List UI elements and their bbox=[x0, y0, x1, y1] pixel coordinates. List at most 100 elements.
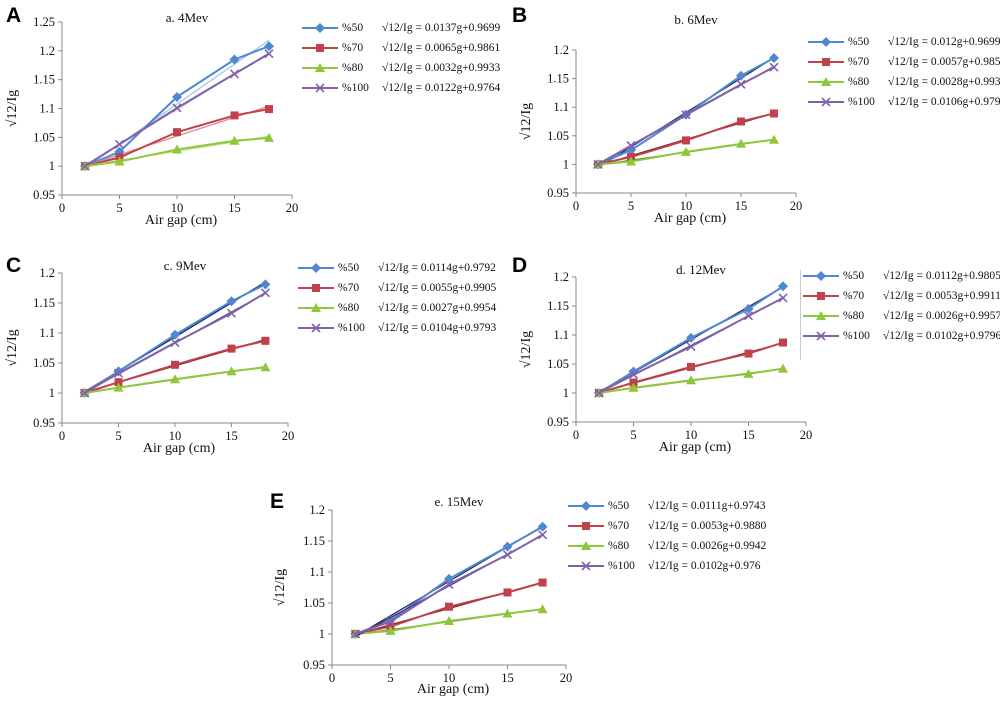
data-point bbox=[172, 91, 182, 102]
series-2 bbox=[80, 336, 270, 397]
data-point bbox=[626, 156, 636, 166]
data-point bbox=[170, 338, 180, 348]
data-point bbox=[769, 53, 779, 64]
chart-legend: %50 √12/Ig = 0.012g+0.9699 %70 √12/Ig = 0.0… bbox=[806, 36, 1000, 126]
data-point bbox=[261, 336, 270, 345]
data-point bbox=[770, 109, 778, 118]
data-point bbox=[502, 608, 513, 618]
data-point bbox=[80, 161, 90, 171]
axes: 0.95 1 1.05 1.1 1.15 1.2 1.25 0 5 10 15 20 bbox=[33, 15, 298, 215]
data-point bbox=[769, 62, 779, 72]
legend-series-name: %80 bbox=[342, 62, 364, 74]
legend-equation: √12/Ig = 0.0032g+0.9933 bbox=[382, 62, 501, 74]
legend-swatch bbox=[808, 77, 844, 86]
series-4 bbox=[594, 293, 788, 398]
chart-title: a. 4Mev bbox=[166, 10, 209, 25]
y-tick-label: 1.2 bbox=[39, 266, 55, 280]
legend-equation: √12/Ig = 0.0027g+0.9954 bbox=[378, 302, 497, 314]
data-point bbox=[173, 128, 181, 137]
legend-series-name: %70 bbox=[342, 42, 364, 54]
x-tick-label: 5 bbox=[115, 429, 121, 443]
data-point bbox=[226, 296, 237, 307]
chart-panel-a: A 0.95 1 1.05 1.1 1.15 1.2 1.25 0 5 10 15 20 a. 4Mev… bbox=[0, 0, 500, 240]
chart-svg: 0.95 1 1.05 1.1 1.15 1.2 0 5 10 15 20 e. 15Mev Air g… bbox=[273, 494, 572, 697]
data-point bbox=[229, 135, 240, 145]
y-axis-label: √12/Ig bbox=[5, 329, 20, 366]
legend-series-name: %70 bbox=[608, 520, 630, 532]
data-point bbox=[737, 117, 745, 126]
legend-series-name: %100 bbox=[338, 322, 365, 334]
panel-letter: B bbox=[512, 4, 528, 27]
legend-series-name: %50 bbox=[342, 22, 364, 34]
legend-equation: √12/Ig = 0.0111g+0.9743 bbox=[648, 500, 766, 512]
chart-panel-e: E 0.95 1 1.05 1.1 1.15 1.2 0 5 10 15 20 e. 15Mev Air… bbox=[270, 480, 800, 706]
legend-series-name: %50 bbox=[848, 36, 870, 48]
series-2 bbox=[81, 105, 273, 171]
y-tick-label: 0.95 bbox=[33, 188, 55, 202]
x-tick-label: 15 bbox=[742, 428, 755, 442]
y-tick-label: 0.95 bbox=[547, 186, 569, 200]
legend-swatch bbox=[803, 331, 839, 341]
x-axis-label: Air gap (cm) bbox=[659, 440, 732, 455]
chart-svg: 0.95 1 1.05 1.1 1.15 1.2 0 5 10 15 20 d. 12Mev Air g… bbox=[519, 262, 813, 455]
data-point bbox=[265, 105, 273, 114]
x-tick-label: 20 bbox=[800, 428, 813, 442]
x-tick-label: 15 bbox=[225, 429, 238, 443]
data-point bbox=[743, 368, 754, 378]
panel-letter: C bbox=[6, 254, 22, 277]
data-point bbox=[628, 366, 639, 377]
legend-swatch bbox=[808, 37, 844, 47]
data-point bbox=[170, 329, 180, 340]
data-point bbox=[444, 573, 454, 584]
legend-series-name: %100 bbox=[843, 330, 870, 342]
legend-swatch bbox=[298, 323, 334, 333]
chart-title: d. 12Mev bbox=[676, 262, 726, 277]
series-2 bbox=[351, 578, 547, 638]
x-tick-label: 0 bbox=[329, 671, 335, 685]
legend-equation: √12/Ig = 0.0026g+0.9957 bbox=[883, 310, 1000, 322]
legend-equation: √12/Ig = 0.0102g+0.9796 bbox=[883, 330, 1000, 342]
chart-title: c. 9Mev bbox=[164, 258, 207, 273]
legend-equation: √12/Ig = 0.0053g+0.9911 bbox=[883, 290, 1000, 302]
y-tick-label: 1.1 bbox=[309, 565, 325, 579]
legend-swatch bbox=[803, 292, 839, 300]
x-tick-label: 0 bbox=[573, 199, 579, 213]
y-tick-label: 1.2 bbox=[309, 503, 325, 517]
legend-swatch bbox=[298, 284, 334, 292]
y-tick-label: 1 bbox=[49, 386, 55, 400]
y-tick-label: 1.2 bbox=[553, 43, 569, 57]
legend-equation: √12/Ig = 0.0102g+0.976 bbox=[648, 560, 761, 572]
data-point bbox=[264, 41, 274, 52]
chart-legend: %50 √12/Ig = 0.0112g+0.9805 %70 √12/Ig = 0.… bbox=[800, 270, 1000, 360]
chart-legend: %50 √12/Ig = 0.0137g+0.9699 %70 √12/Ig = 0.… bbox=[300, 22, 500, 112]
x-tick-label: 10 bbox=[443, 671, 456, 685]
legend-swatch bbox=[568, 522, 604, 530]
legend-swatch bbox=[568, 561, 604, 571]
data-point bbox=[113, 368, 124, 378]
y-axis-label: √12/Ig bbox=[519, 103, 534, 140]
x-tick-label: 5 bbox=[630, 428, 636, 442]
legend-equation: √12/Ig = 0.0026g+0.9942 bbox=[648, 540, 767, 552]
legend-equation: √12/Ig = 0.0106g+0.979 bbox=[888, 96, 1000, 108]
data-point bbox=[114, 378, 123, 387]
data-point bbox=[80, 388, 90, 398]
chart-panel-b: B 0.95 1 1.05 1.1 1.15 1.2 0 5 10 15 20 b. 6Mev Air … bbox=[510, 0, 1000, 240]
data-point bbox=[502, 550, 513, 560]
chart-title: e. 15Mev bbox=[434, 494, 484, 509]
x-tick-label: 15 bbox=[228, 201, 241, 215]
legend-swatch bbox=[302, 83, 338, 93]
x-tick-label: 5 bbox=[387, 671, 393, 685]
data-point bbox=[628, 382, 639, 392]
data-point bbox=[778, 293, 788, 303]
data-point bbox=[537, 604, 548, 614]
data-point bbox=[114, 156, 125, 166]
y-tick-label: 0.95 bbox=[303, 658, 325, 672]
panel-letter: D bbox=[512, 254, 528, 277]
data-point bbox=[744, 349, 753, 358]
legend-swatch bbox=[568, 501, 604, 511]
data-point bbox=[769, 134, 779, 144]
y-tick-label: 1.15 bbox=[303, 534, 325, 548]
data-point bbox=[537, 521, 548, 532]
x-tick-label: 20 bbox=[286, 201, 299, 215]
x-axis-label: Air gap (cm) bbox=[654, 211, 727, 226]
